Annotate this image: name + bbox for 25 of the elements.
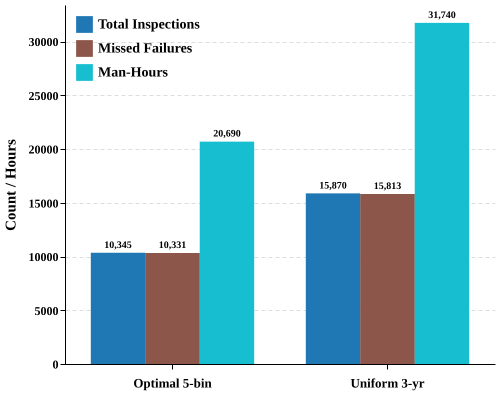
data-label: 10,331 bbox=[158, 240, 186, 251]
x-tick-label: Uniform 3-yr bbox=[350, 376, 425, 390]
y-tick-label: 25000 bbox=[28, 88, 58, 103]
y-tick-label: 0 bbox=[52, 358, 58, 372]
bar bbox=[414, 22, 470, 364]
data-label: 20,690 bbox=[213, 128, 241, 140]
legend-label: Missed Failures bbox=[98, 42, 193, 56]
data-label: 10,345 bbox=[104, 240, 132, 251]
y-tick-label: 30000 bbox=[28, 35, 58, 50]
bar bbox=[200, 142, 254, 364]
data-label: 31,740 bbox=[428, 10, 456, 21]
y-tick-label: 10000 bbox=[28, 250, 58, 264]
data-label: 15,870 bbox=[319, 180, 347, 192]
y-tick-label: 15000 bbox=[28, 196, 58, 210]
legend-label: Total Inspections bbox=[98, 18, 200, 32]
bar bbox=[360, 194, 415, 364]
bar bbox=[90, 252, 146, 364]
data-label: 15,813 bbox=[374, 181, 402, 192]
y-tick-label: 5000 bbox=[34, 304, 58, 318]
x-tick-label: Optimal 5-bin bbox=[133, 376, 212, 390]
legend-label: Man-Hours bbox=[98, 66, 169, 80]
bar bbox=[145, 252, 200, 364]
bar bbox=[306, 193, 360, 364]
y-tick-label: 20000 bbox=[28, 142, 58, 157]
y-axis-title: Count / Hours bbox=[4, 138, 20, 231]
